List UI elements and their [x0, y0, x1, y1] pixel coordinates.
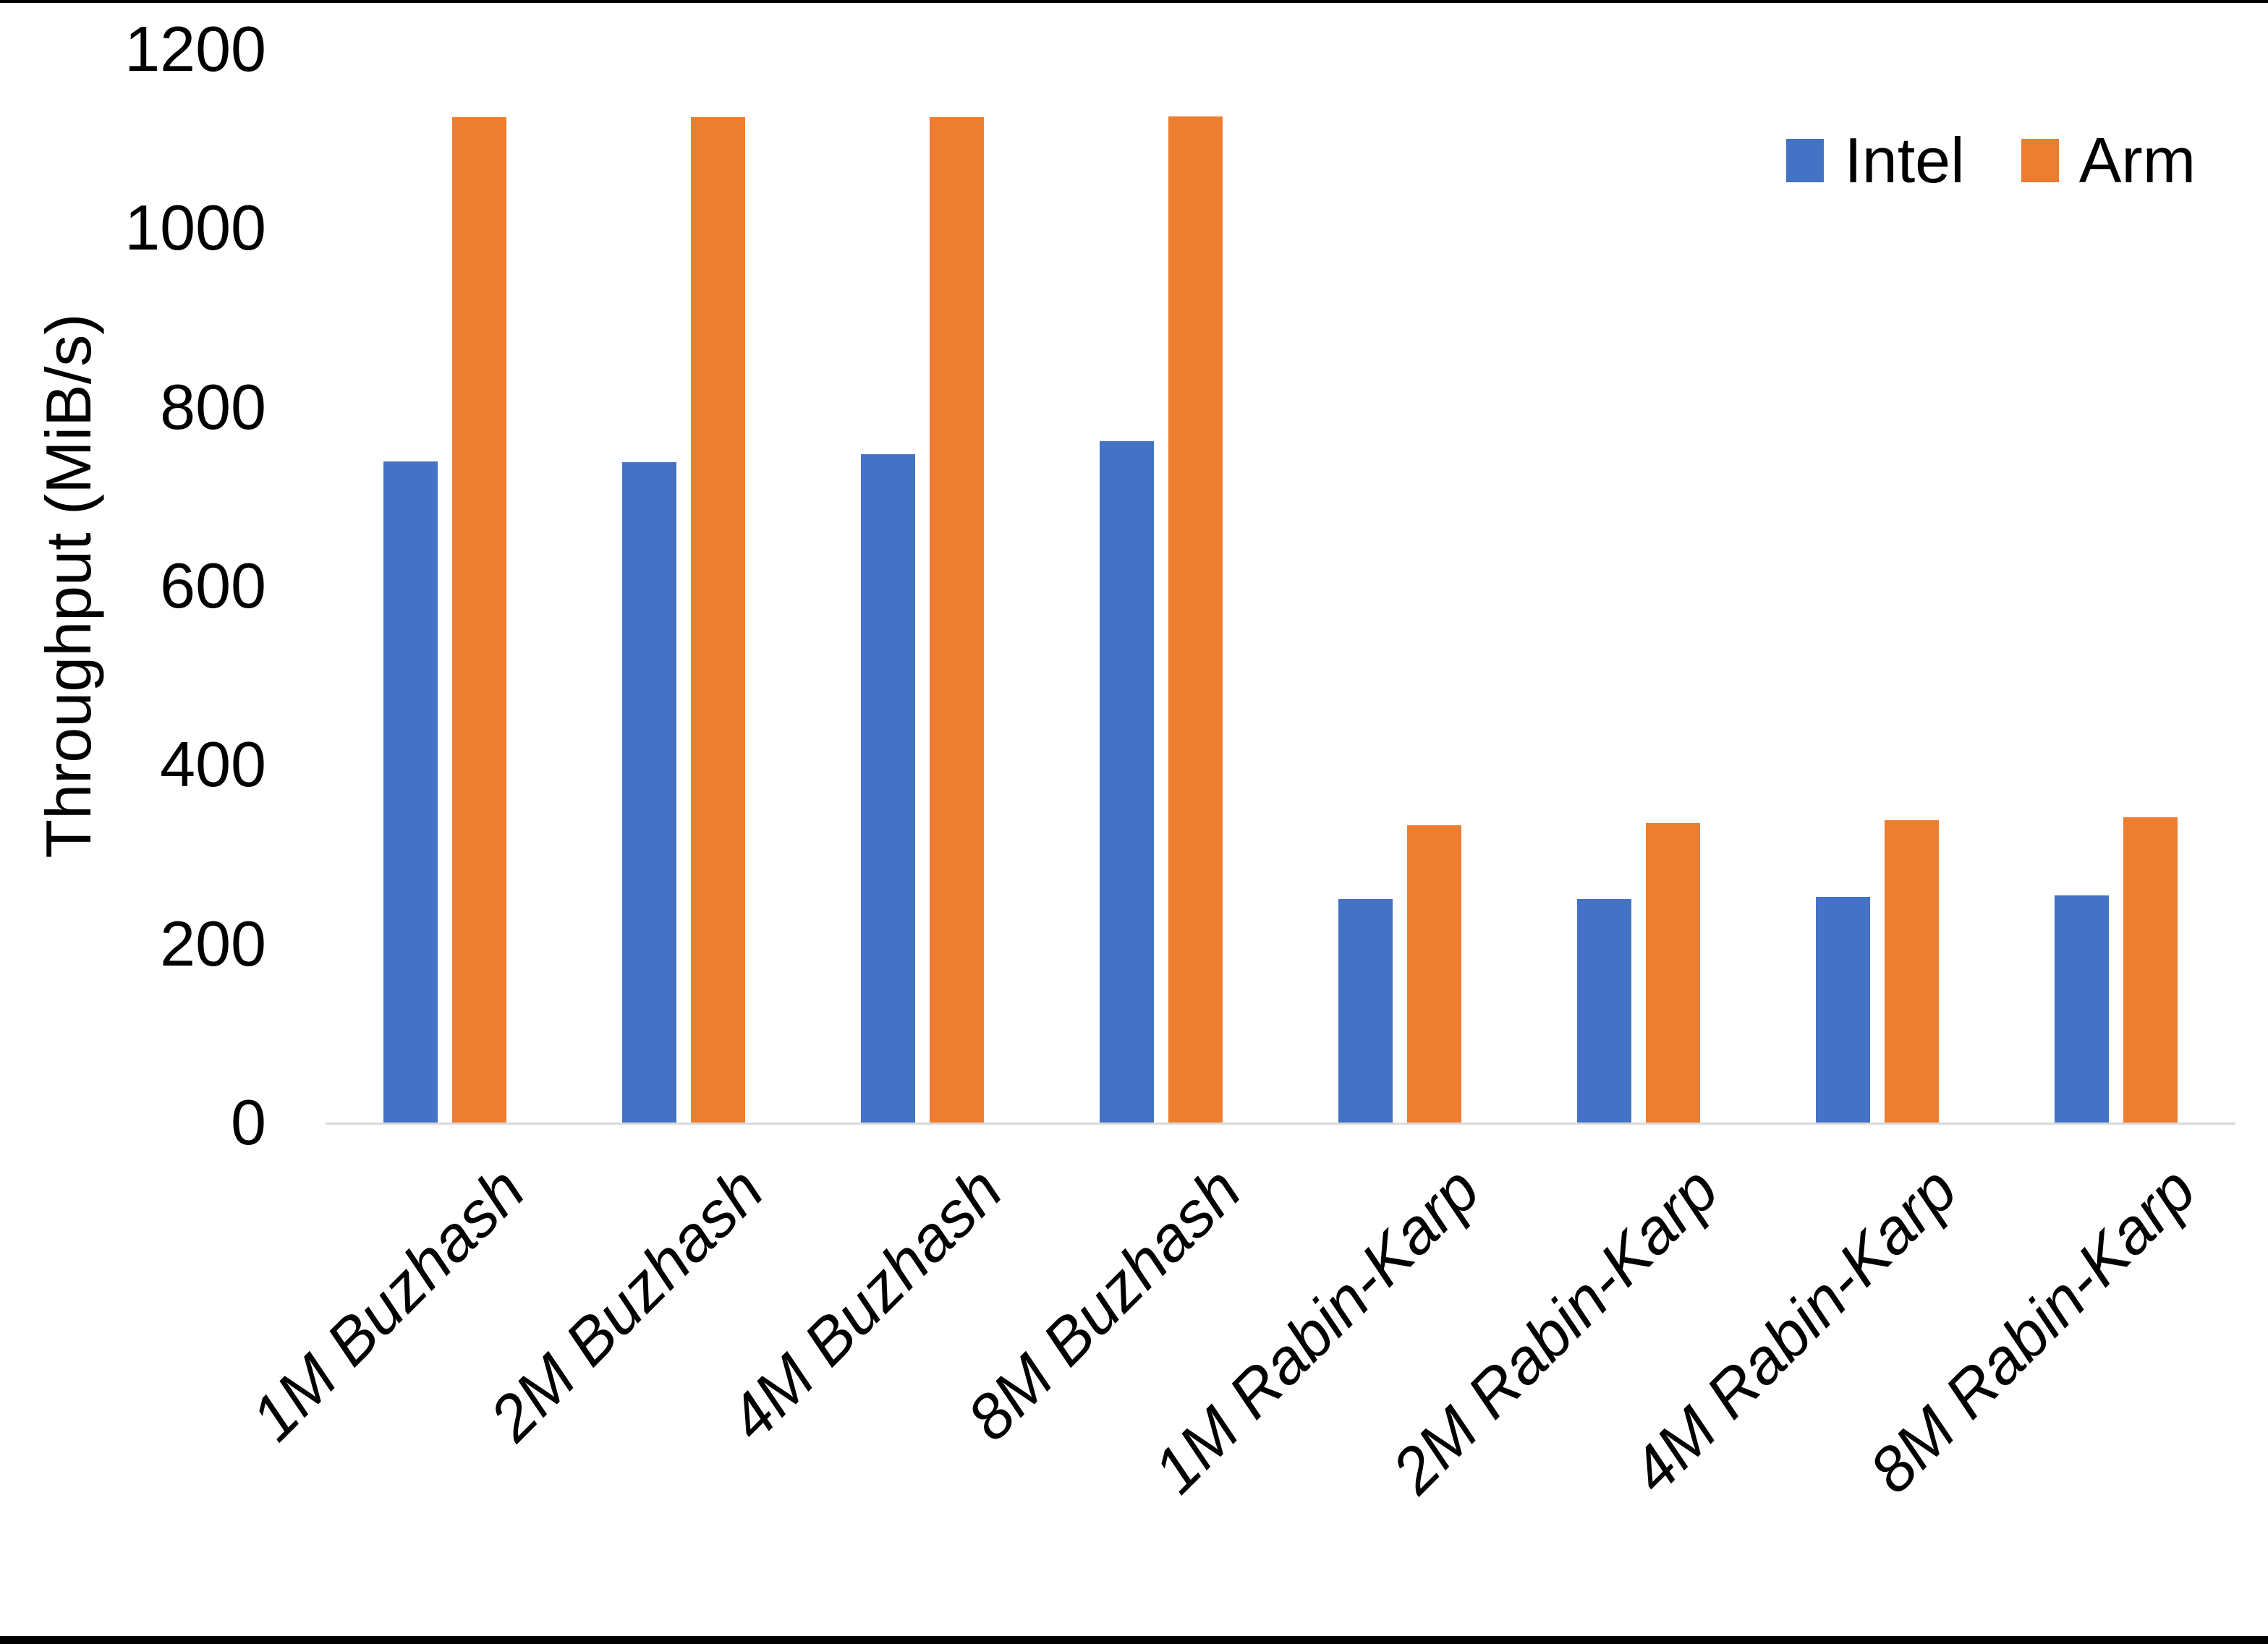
y-tick-label-0: 0 — [231, 1086, 266, 1158]
bar-arm-1m-rabin-karp — [1407, 825, 1461, 1123]
y-tick-label-400: 400 — [160, 728, 266, 801]
bar-arm-4m-rabin-karp — [1885, 820, 1939, 1123]
bar-arm-2m-rabin-karp — [1646, 822, 1700, 1123]
bar-intel-1m-rabin-karp — [1338, 898, 1393, 1123]
plot-area — [326, 49, 2235, 1125]
bar-intel-4m-rabin-karp — [1816, 897, 1870, 1123]
bar-arm-2m-buzhash — [691, 117, 745, 1123]
bar-intel-1m-buzhash — [383, 461, 438, 1123]
bar-arm-8m-buzhash — [1168, 116, 1223, 1123]
x-axis-line — [326, 1123, 2235, 1125]
bar-intel-8m-buzhash — [1100, 440, 1154, 1123]
y-axis-title: Throughput (MiB/s) — [33, 313, 104, 859]
legend-item-arm: Arm — [2021, 129, 2196, 192]
bar-arm-8m-rabin-karp — [2123, 817, 2178, 1123]
bar-arm-4m-buzhash — [930, 117, 984, 1123]
legend-label: Intel — [1844, 124, 1965, 196]
bar-intel-2m-buzhash — [622, 462, 676, 1123]
bar-intel-2m-rabin-karp — [1577, 898, 1631, 1123]
legend-swatch-icon — [1786, 139, 1825, 182]
y-tick-label-1000: 1000 — [124, 192, 266, 264]
legend: Intel Arm — [1786, 129, 2196, 192]
y-tick-label-600: 600 — [160, 550, 266, 621]
bar-arm-1m-buzhash — [452, 117, 506, 1123]
bar-intel-4m-buzhash — [861, 454, 915, 1123]
y-tick-label-800: 800 — [160, 370, 266, 443]
legend-label: Arm — [2078, 124, 2196, 196]
window-top-border — [0, 0, 2268, 3]
legend-item-intel: Intel — [1786, 124, 1965, 196]
bar-intel-8m-rabin-karp — [2055, 895, 2109, 1123]
y-tick-label-1200: 1200 — [124, 13, 266, 85]
window-bottom-border — [0, 1636, 2268, 1644]
y-tick-label-200: 200 — [160, 907, 266, 979]
legend-swatch-icon — [2021, 139, 2059, 182]
